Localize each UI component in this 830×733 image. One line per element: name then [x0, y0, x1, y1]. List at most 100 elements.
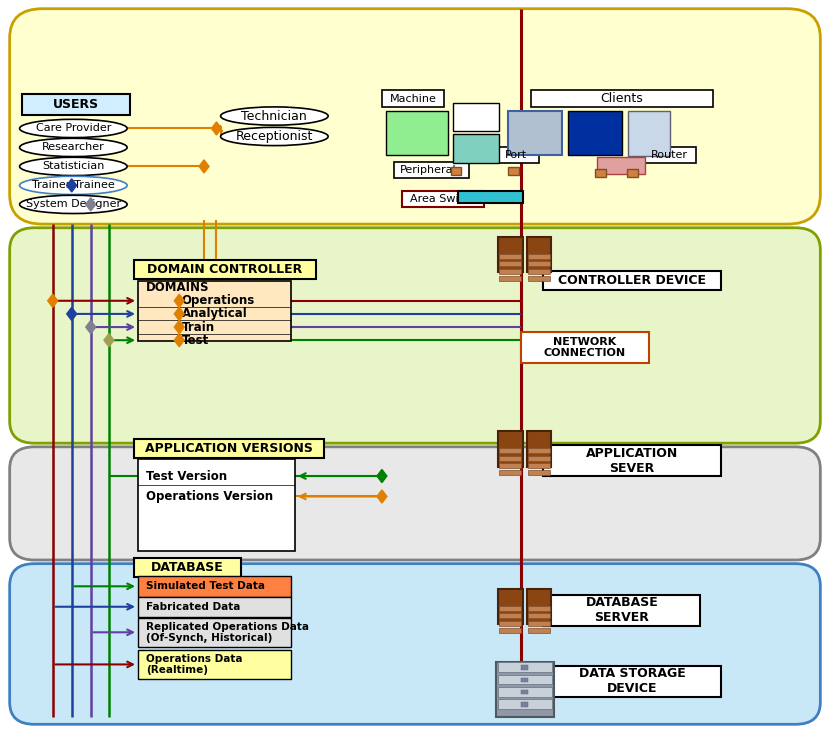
Ellipse shape — [20, 195, 127, 213]
Text: Fabricated Data: Fabricated Data — [146, 602, 241, 612]
FancyBboxPatch shape — [22, 94, 129, 114]
FancyBboxPatch shape — [138, 618, 291, 647]
Ellipse shape — [20, 176, 127, 194]
Polygon shape — [85, 320, 95, 334]
Text: Operations Data
(Realtime): Operations Data (Realtime) — [146, 654, 242, 675]
Text: Operations: Operations — [182, 294, 255, 307]
FancyBboxPatch shape — [529, 456, 549, 461]
FancyBboxPatch shape — [521, 690, 529, 694]
FancyBboxPatch shape — [527, 237, 551, 272]
Text: Care Provider: Care Provider — [36, 123, 111, 133]
FancyBboxPatch shape — [138, 460, 295, 550]
Polygon shape — [174, 307, 184, 320]
FancyBboxPatch shape — [500, 269, 521, 273]
Text: Receptionist: Receptionist — [236, 130, 313, 143]
FancyBboxPatch shape — [500, 470, 521, 475]
Polygon shape — [66, 307, 76, 320]
FancyBboxPatch shape — [134, 439, 324, 458]
Text: Peripherals: Peripherals — [400, 165, 463, 175]
FancyBboxPatch shape — [500, 628, 521, 633]
Text: Test: Test — [182, 334, 209, 347]
FancyBboxPatch shape — [134, 558, 242, 577]
Polygon shape — [174, 320, 184, 334]
Polygon shape — [199, 160, 209, 173]
Text: NETWORK
CONNECTION: NETWORK CONNECTION — [544, 336, 626, 358]
FancyBboxPatch shape — [134, 260, 315, 279]
FancyBboxPatch shape — [529, 606, 549, 611]
Ellipse shape — [20, 139, 127, 157]
Polygon shape — [212, 122, 222, 135]
Ellipse shape — [20, 158, 127, 175]
FancyBboxPatch shape — [642, 147, 696, 163]
FancyBboxPatch shape — [453, 103, 499, 130]
FancyBboxPatch shape — [498, 662, 552, 671]
Text: APPLICATION
SEVER: APPLICATION SEVER — [586, 446, 678, 475]
FancyBboxPatch shape — [138, 650, 291, 679]
Text: USERS: USERS — [53, 97, 99, 111]
FancyBboxPatch shape — [10, 564, 820, 724]
Text: Technician: Technician — [242, 109, 307, 122]
FancyBboxPatch shape — [628, 111, 670, 156]
FancyBboxPatch shape — [500, 276, 521, 281]
Polygon shape — [66, 179, 76, 192]
Text: Analytical: Analytical — [182, 307, 247, 320]
Ellipse shape — [221, 128, 328, 146]
FancyBboxPatch shape — [498, 237, 523, 272]
FancyBboxPatch shape — [10, 228, 820, 443]
FancyBboxPatch shape — [386, 111, 448, 155]
Text: Researcher: Researcher — [42, 142, 105, 152]
FancyBboxPatch shape — [529, 262, 549, 267]
FancyBboxPatch shape — [543, 446, 721, 476]
FancyBboxPatch shape — [529, 254, 549, 259]
FancyBboxPatch shape — [453, 134, 499, 163]
FancyBboxPatch shape — [500, 456, 521, 461]
Text: Statistician: Statistician — [42, 161, 105, 172]
FancyBboxPatch shape — [529, 621, 549, 626]
FancyBboxPatch shape — [521, 702, 529, 707]
FancyBboxPatch shape — [543, 595, 701, 626]
Text: Operations Version: Operations Version — [146, 490, 273, 503]
FancyBboxPatch shape — [500, 262, 521, 267]
FancyBboxPatch shape — [402, 191, 485, 207]
FancyBboxPatch shape — [382, 90, 444, 106]
FancyBboxPatch shape — [394, 162, 469, 178]
FancyBboxPatch shape — [627, 169, 637, 177]
Text: DATABASE
SERVER: DATABASE SERVER — [585, 597, 658, 625]
Text: System Designer: System Designer — [26, 199, 121, 210]
FancyBboxPatch shape — [138, 576, 291, 597]
FancyBboxPatch shape — [10, 447, 820, 560]
FancyBboxPatch shape — [500, 614, 521, 619]
Ellipse shape — [221, 107, 328, 125]
FancyBboxPatch shape — [595, 169, 606, 177]
FancyBboxPatch shape — [500, 449, 521, 454]
FancyBboxPatch shape — [529, 470, 549, 475]
FancyBboxPatch shape — [568, 111, 622, 155]
FancyBboxPatch shape — [521, 677, 529, 682]
FancyBboxPatch shape — [451, 167, 461, 175]
Polygon shape — [174, 334, 184, 347]
Text: DATA STORAGE
DEVICE: DATA STORAGE DEVICE — [579, 667, 686, 695]
FancyBboxPatch shape — [498, 432, 523, 466]
Polygon shape — [174, 294, 184, 307]
Text: Simulated Test Data: Simulated Test Data — [146, 581, 265, 592]
Text: Port: Port — [505, 150, 527, 161]
FancyBboxPatch shape — [494, 147, 539, 163]
Polygon shape — [377, 490, 387, 503]
FancyBboxPatch shape — [498, 699, 552, 709]
FancyBboxPatch shape — [529, 463, 549, 468]
Text: Machine: Machine — [389, 94, 437, 103]
FancyBboxPatch shape — [498, 687, 552, 696]
Text: Clients: Clients — [600, 92, 643, 105]
FancyBboxPatch shape — [543, 666, 721, 696]
FancyBboxPatch shape — [498, 589, 523, 625]
FancyBboxPatch shape — [498, 674, 552, 684]
Polygon shape — [377, 469, 387, 482]
FancyBboxPatch shape — [531, 90, 713, 106]
FancyBboxPatch shape — [521, 332, 649, 363]
FancyBboxPatch shape — [543, 270, 721, 290]
FancyBboxPatch shape — [529, 449, 549, 454]
FancyBboxPatch shape — [597, 157, 645, 174]
Polygon shape — [104, 334, 114, 347]
Polygon shape — [47, 294, 57, 307]
FancyBboxPatch shape — [527, 432, 551, 466]
